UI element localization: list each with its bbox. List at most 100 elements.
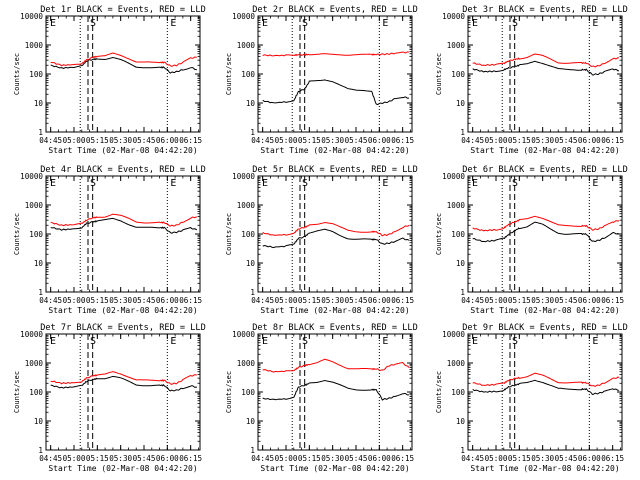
panel-title: Det 6r BLACK = Events, RED = LLD <box>462 165 628 175</box>
x-tick-label: 06:00 <box>156 296 179 305</box>
x-axis-label: Start Time (02-Mar-08 04:42:20) <box>470 146 619 155</box>
y-tick-label: 1 <box>250 446 255 455</box>
x-tick-label: 05:00 <box>485 454 508 463</box>
y-tick-label: 1000 <box>447 359 466 368</box>
panel-det-7: Det 7r BLACK = Events, RED = LLD 1 10 100 10… <box>13 323 206 473</box>
marker-label-e: E <box>382 336 388 347</box>
y-tick-label: 10000 <box>442 172 465 181</box>
x-tick-label: 04:45 <box>39 296 62 305</box>
panel-det-1: Det 1r BLACK = Events, RED = LLD 1 10 100 10… <box>13 5 206 155</box>
x-tick-label: 04:45 <box>461 454 484 463</box>
x-tick-label: 05:15 <box>508 454 531 463</box>
y-tick-label: 100 <box>29 70 43 79</box>
panel-det-3: Det 3r BLACK = Events, RED = LLD 1 10 100 10… <box>435 5 628 155</box>
x-tick-label: 05:45 <box>555 296 578 305</box>
x-tick-label: 06:15 <box>601 454 624 463</box>
x-tick-label: 06:00 <box>368 454 391 463</box>
y-tick-label: 1000 <box>447 41 466 50</box>
x-tick-label: 05:45 <box>133 454 156 463</box>
x-tick-label: 06:15 <box>601 136 624 145</box>
lld-series-line <box>472 215 620 232</box>
x-tick-label: 06:00 <box>156 136 179 145</box>
y-tick-label: 1 <box>38 288 43 297</box>
events-series-line <box>262 79 410 106</box>
marker-label-e: E <box>262 178 268 189</box>
panel-title: Det 4r BLACK = Events, RED = LLD <box>40 165 206 175</box>
panel-det-9: Det 9r BLACK = Events, RED = LLD 1 10 100 10… <box>435 323 628 473</box>
y-tick-label: 100 <box>451 70 465 79</box>
y-axis-label: Counts/sec <box>225 371 233 413</box>
y-tick-label: 10 <box>456 417 466 426</box>
x-tick-label: 05:30 <box>321 454 344 463</box>
y-tick-label: 10000 <box>442 12 465 21</box>
y-tick-label: 10 <box>34 99 44 108</box>
x-tick-label: 06:15 <box>391 454 414 463</box>
panel-title: Det 1r BLACK = Events, RED = LLD <box>40 5 206 15</box>
marker-label-e: E <box>592 178 598 189</box>
y-tick-label: 100 <box>451 388 465 397</box>
panel-title: Det 7r BLACK = Events, RED = LLD <box>40 323 206 333</box>
x-tick-label: 05:45 <box>345 136 368 145</box>
x-tick-label: 05:00 <box>275 296 298 305</box>
marker-label-e: E <box>50 336 56 347</box>
x-tick-label: 04:45 <box>39 136 62 145</box>
plot-frame <box>45 15 201 133</box>
x-tick-label: 06:15 <box>391 136 414 145</box>
x-axis-label: Start Time (02-Mar-08 04:42:20) <box>260 464 409 473</box>
y-tick-label: 1 <box>38 128 43 137</box>
y-axis-label: Counts/sec <box>225 213 233 255</box>
events-series-line <box>262 379 409 401</box>
lld-series-line <box>50 371 197 385</box>
y-tick-label: 10000 <box>20 330 43 339</box>
x-tick-label: 05:30 <box>109 454 132 463</box>
marker-label-s: S <box>512 18 518 29</box>
x-tick-label: 05:45 <box>133 296 156 305</box>
x-tick-label: 05:00 <box>63 454 86 463</box>
y-tick-label: 10000 <box>20 12 43 21</box>
panel-title: Det 9r BLACK = Events, RED = LLD <box>462 323 628 333</box>
x-tick-label: 05:45 <box>555 136 578 145</box>
x-tick-label: 04:45 <box>39 454 62 463</box>
y-axis-label: Counts/sec <box>435 371 443 413</box>
x-tick-label: 06:15 <box>601 296 624 305</box>
y-tick-label: 100 <box>241 230 255 239</box>
y-axis-label: Counts/sec <box>435 213 443 255</box>
panel-title: Det 5r BLACK = Events, RED = LLD <box>252 165 418 175</box>
marker-label-e: E <box>592 336 598 347</box>
marker-label-s: S <box>512 336 518 347</box>
plot-frame <box>45 333 201 451</box>
panel-det-4: Det 4r BLACK = Events, RED = LLD 1 10 100 10… <box>13 165 206 315</box>
x-tick-label: 06:15 <box>391 296 414 305</box>
marker-label-s: S <box>302 18 308 29</box>
x-tick-label: 05:00 <box>485 296 508 305</box>
marker-label-e: E <box>170 336 176 347</box>
y-tick-label: 100 <box>29 230 43 239</box>
panel-det-2: Det 2r BLACK = Events, RED = LLD 1 10 100 10… <box>225 5 418 155</box>
marker-label-e: E <box>472 336 478 347</box>
x-tick-label: 04:45 <box>461 136 484 145</box>
x-tick-label: 06:00 <box>368 296 391 305</box>
x-tick-label: 06:00 <box>368 136 391 145</box>
panel-title: Det 8r BLACK = Events, RED = LLD <box>252 323 418 333</box>
x-tick-label: 05:15 <box>508 296 531 305</box>
marker-label-e: E <box>262 18 268 29</box>
y-tick-label: 10000 <box>232 172 255 181</box>
y-tick-label: 10 <box>246 99 256 108</box>
marker-label-e: E <box>262 336 268 347</box>
y-tick-label: 1 <box>460 288 465 297</box>
x-axis-label: Start Time (02-Mar-08 04:42:20) <box>470 306 619 315</box>
x-tick-label: 06:00 <box>156 454 179 463</box>
y-tick-label: 10000 <box>442 330 465 339</box>
y-tick-label: 10 <box>246 259 256 268</box>
panel-det-8: Det 8r BLACK = Events, RED = LLD 1 10 100 10… <box>225 323 418 473</box>
marker-label-s: S <box>90 18 96 29</box>
y-tick-label: 10 <box>34 259 44 268</box>
x-tick-label: 05:45 <box>555 454 578 463</box>
y-axis-label: Counts/sec <box>435 53 443 95</box>
y-axis-label: Counts/sec <box>225 53 233 95</box>
events-series-line <box>472 60 619 76</box>
panel-det-5: Det 5r BLACK = Events, RED = LLD 1 10 100 10… <box>225 165 418 315</box>
x-tick-label: 05:30 <box>531 454 554 463</box>
x-tick-label: 05:15 <box>86 454 109 463</box>
x-tick-label: 05:00 <box>275 454 298 463</box>
